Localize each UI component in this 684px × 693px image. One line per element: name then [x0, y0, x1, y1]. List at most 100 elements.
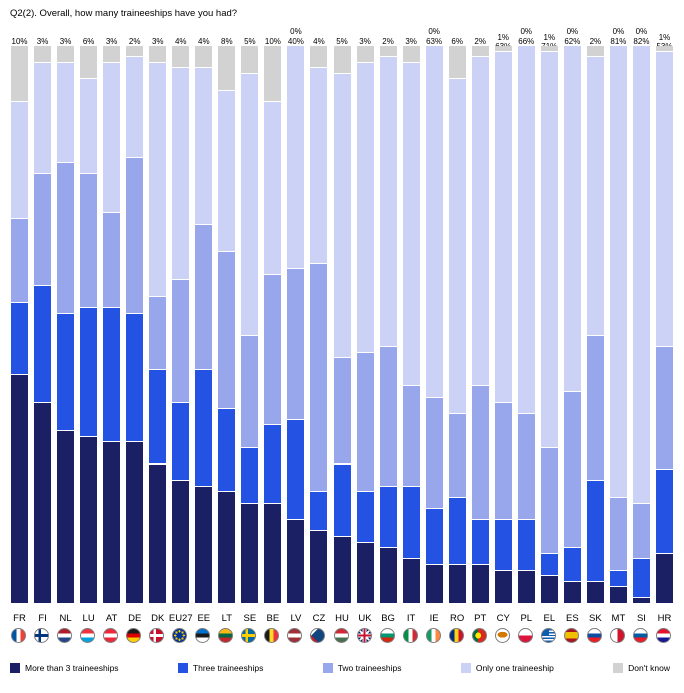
bar-segment-lt-series1	[218, 492, 236, 603]
bar-segment-el-series1	[540, 576, 558, 603]
bar-segment-pl-series3	[517, 414, 535, 520]
legend-item-4: Only one traineeship	[460, 663, 554, 673]
bar-segment-pl-series4	[517, 46, 535, 414]
bar-segment-ro-series1	[448, 564, 466, 603]
x-axis-label-ro: RO	[450, 613, 465, 624]
bar-segment-lu-series1	[80, 436, 98, 603]
segment-value-label: 0%	[566, 27, 579, 36]
flag-ee-icon	[195, 628, 211, 643]
legend-item-2: Three traineeships	[177, 663, 264, 673]
x-axis-label-es: ES	[566, 613, 579, 624]
flag-se-icon	[241, 628, 257, 643]
bar-segment-mt-series2	[609, 570, 627, 587]
bar-segment-cz-series5	[310, 46, 328, 68]
bar-segment-es-series4	[563, 46, 581, 391]
segment-value-label: 4%	[198, 36, 210, 46]
bar-segment-dk-series5	[149, 46, 167, 62]
bar-segment-pl-series1	[517, 570, 535, 603]
bar-segment-cy-series2	[494, 520, 512, 570]
bar-segment-ro-series5	[448, 46, 466, 79]
bar-segment-ee-series2	[195, 369, 213, 486]
x-axis-label-ee: EE	[197, 613, 211, 624]
bar-segment-el-series2	[540, 553, 558, 576]
bar-segment-dk-series2	[149, 369, 167, 464]
x-axis-label-cy: CY	[496, 613, 510, 624]
segment-value-label: 62%	[564, 36, 581, 46]
bar-segment-uk-series3	[356, 352, 374, 492]
flag-nl-icon	[57, 628, 73, 643]
bar-segment-it-series3	[402, 386, 420, 486]
chart-legend: More than 3 traineeships Three traineeshi…	[10, 663, 670, 673]
bar-segment-it-series5	[402, 46, 420, 62]
bar-segment-fi-series3	[34, 174, 52, 285]
legend-item-1: More than 3 traineeships	[10, 663, 119, 673]
bar-segment-uk-series2	[356, 492, 374, 542]
bar-segment-si-series4	[632, 46, 650, 503]
flag-cy-icon	[494, 628, 510, 643]
flag-ro-icon	[448, 628, 464, 643]
bar-segment-eu27-series4	[172, 68, 190, 280]
bar-segment-lt-series4	[218, 90, 236, 252]
segment-value-label: 3%	[405, 36, 417, 46]
flag-at-icon	[103, 628, 119, 643]
bar-segment-ie-series4	[425, 46, 443, 397]
flag-es-icon	[563, 628, 579, 643]
bar-segment-ie-series3	[425, 397, 443, 509]
bar-segment-pt-series4	[471, 57, 489, 386]
bar-segment-eu27-series5	[172, 46, 190, 68]
segment-value-label: 0%	[428, 27, 440, 36]
bar-segment-pt-series2	[471, 520, 489, 564]
segment-value-label: 10%	[264, 36, 281, 46]
bar-segment-de-series5	[126, 46, 144, 57]
bar-segment-lt-series2	[218, 408, 236, 492]
bar-segment-dk-series4	[149, 62, 167, 297]
bar-segment-hu-series4	[333, 73, 351, 358]
flag-cz-icon	[310, 628, 326, 643]
segment-value-label: 5%	[336, 36, 348, 46]
segment-value-label: 1%	[543, 32, 556, 42]
bar-segment-lu-series2	[80, 308, 98, 436]
x-axis-label-fr: FR	[13, 613, 26, 624]
flag-pl-icon	[517, 628, 533, 643]
bar-segment-el-series3	[540, 447, 558, 553]
bar-segment-ee-series4	[195, 68, 213, 224]
segment-value-label: 8%	[221, 36, 233, 46]
bar-segment-hr-series5	[655, 46, 673, 51]
legend-label: Three traineeships	[192, 663, 264, 673]
bar-segment-bg-series4	[379, 57, 397, 347]
bar-segment-eu27-series1	[172, 481, 190, 603]
bar-segment-el-series5	[540, 46, 558, 51]
bar-segment-lu-series5	[80, 46, 98, 79]
bar-segment-si-series2	[632, 559, 650, 598]
x-axis-label-pl: PL	[520, 613, 533, 624]
bar-segment-at-series2	[103, 308, 121, 442]
bar-segment-bg-series3	[379, 347, 397, 486]
bar-segment-pt-series3	[471, 386, 489, 520]
bar-segment-lu-series3	[80, 174, 98, 308]
flag-lu-icon	[80, 628, 96, 643]
segment-value-label: 81%	[610, 36, 627, 46]
x-axis-label-uk: UK	[358, 613, 372, 624]
bar-segment-nl-series4	[57, 62, 75, 163]
bar-segment-fr-series2	[11, 302, 29, 375]
bar-segment-cy-series4	[494, 51, 512, 403]
segment-value-label: 3%	[59, 36, 72, 46]
bar-segment-es-series3	[563, 391, 581, 548]
bar-segment-mt-series3	[609, 497, 627, 570]
x-axis-label-de: DE	[128, 613, 142, 624]
bar-segment-si-series3	[632, 503, 650, 559]
bar-segment-dk-series1	[149, 464, 167, 603]
bar-segment-pt-series1	[471, 564, 489, 603]
segment-value-label: 6%	[451, 36, 463, 46]
bar-segment-cz-series2	[310, 492, 328, 531]
segment-value-label: 0%	[612, 27, 625, 36]
flag-be-icon	[264, 628, 280, 643]
segment-value-label: 63%	[426, 36, 443, 46]
bar-segment-fi-series5	[34, 46, 52, 62]
segment-value-label: 0%	[635, 27, 648, 36]
bar-segment-hu-series1	[333, 537, 351, 603]
bar-segment-nl-series1	[57, 431, 75, 603]
bar-segment-hu-series3	[333, 358, 351, 464]
segment-value-label: 1%	[658, 32, 671, 42]
segment-value-label: 40%	[287, 36, 304, 46]
